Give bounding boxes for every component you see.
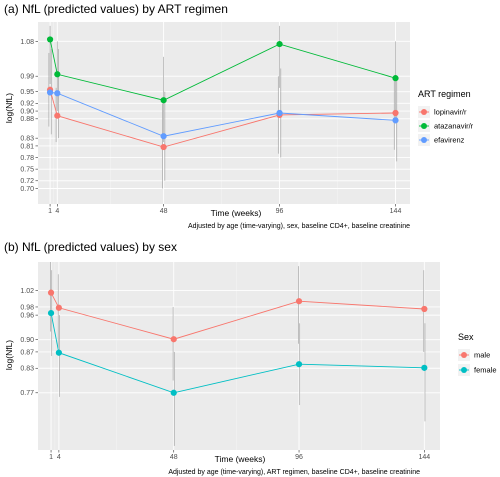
point-female — [170, 389, 177, 396]
y-tick-label: 0.81 — [20, 143, 34, 150]
chart-a-title: (a) NfL (predicted values) by ART regime… — [4, 2, 228, 16]
point-female — [421, 364, 428, 371]
chart-b-gridlines — [38, 262, 440, 450]
point-atazanavir/r — [276, 40, 283, 48]
legend-marker-lopinavir/r — [421, 109, 427, 115]
legend-marker-male — [461, 352, 467, 358]
chart-b-legend-title: Sex — [458, 332, 474, 342]
chart-b-y-ticks: 0.77 0.83 0.87 0.90 0.96 0.98 1.02 — [20, 288, 38, 397]
point-male — [421, 305, 428, 313]
y-tick-label: 0.83 — [20, 136, 34, 143]
chart-a-x-axis-label: Time (weeks) — [211, 208, 262, 218]
point-male — [55, 304, 62, 311]
legend-marker-female — [461, 367, 467, 373]
x-tick-label: 96 — [276, 208, 284, 215]
y-tick-label: 0.92 — [20, 101, 34, 108]
y-tick-label: 0.83 — [20, 366, 34, 373]
legend-marker-efavirenz — [421, 137, 427, 143]
point-atazanavir/r — [54, 71, 61, 78]
x-tick-label: 144 — [390, 208, 402, 215]
chart-b-legend: Sex male female — [458, 332, 497, 376]
x-tick-label: 4 — [55, 208, 59, 215]
y-tick-label: 0.95 — [20, 89, 34, 96]
point-lopinavir/r — [392, 109, 399, 117]
chart-a-caption: Adjusted by age (time-varying), sex, bas… — [188, 223, 410, 230]
point-efavirenz — [54, 90, 61, 97]
x-tick-label: 144 — [418, 454, 430, 461]
y-tick-label: 0.70 — [20, 186, 34, 193]
y-tick-label: 0.90 — [20, 337, 34, 344]
chart-b-x-axis-label: Time (weeks) — [215, 454, 266, 464]
x-tick-label: 1 — [48, 208, 52, 215]
point-efavirenz — [392, 117, 399, 124]
legend-label-efavirenz: efavirenz — [434, 136, 465, 145]
point-female — [47, 309, 55, 317]
x-tick-label: 48 — [170, 454, 178, 461]
point-atazanavir/r — [392, 75, 399, 82]
point-efavirenz — [276, 109, 283, 117]
chart-b-y-axis-label: log(NfL) — [4, 340, 14, 370]
legend-label-male: male — [474, 351, 490, 360]
chart-a-legend-title: ART regimen — [418, 89, 471, 99]
chart-a-points — [46, 36, 399, 151]
legend-marker-atazanavir/r — [421, 123, 427, 129]
y-tick-label: 0.77 — [20, 390, 34, 397]
y-tick-label: 0.87 — [20, 349, 34, 356]
y-tick-label: 1.02 — [20, 288, 34, 295]
chart-a-plot-background — [38, 22, 410, 204]
y-tick-label: 0.88 — [20, 116, 34, 123]
point-lopinavir/r — [54, 112, 61, 119]
point-efavirenz — [46, 89, 54, 96]
chart-a-y-ticks: 0.700.72 0.75 0.78 0.810.83 0.880.900.92 0.95… — [20, 39, 38, 193]
point-male — [295, 298, 303, 305]
y-tick-label: 0.78 — [20, 155, 34, 162]
chart-b-caption: Adjusted by age (time-varying), ART regi… — [168, 469, 420, 476]
chart-a-x-ticks: 1 4 48 96 144 — [48, 204, 401, 215]
chart-b-x-ticks: 1 4 48 96 144 — [49, 450, 430, 461]
point-atazanavir/r — [46, 36, 54, 43]
x-tick-label: 1 — [49, 454, 53, 461]
point-female — [295, 361, 303, 368]
point-efavirenz — [160, 133, 167, 140]
y-tick-label: 0.72 — [20, 178, 34, 185]
legend-label-female: female — [474, 366, 497, 375]
y-tick-label: 0.96 — [20, 313, 34, 320]
chart-a: (a) NfL (predicted values) by ART regime… — [4, 2, 474, 230]
point-lopinavir/r — [160, 143, 167, 151]
point-female — [55, 349, 62, 356]
y-tick-label: 1.08 — [20, 39, 34, 46]
y-tick-label: 0.90 — [20, 108, 34, 115]
point-male — [47, 289, 55, 296]
x-tick-label: 96 — [295, 454, 303, 461]
chart-a-legend: ART regimen lopinavir/r atazanavir/r efavi… — [418, 89, 474, 146]
point-male — [170, 336, 177, 343]
y-tick-label: 0.75 — [20, 167, 34, 174]
point-atazanavir/r — [160, 97, 167, 104]
chart-b-title: (b) NfL (predicted values) by sex — [4, 240, 177, 254]
legend-label-atazanavir/r: atazanavir/r — [434, 122, 474, 131]
x-tick-label: 4 — [57, 454, 61, 461]
chart-b: (b) NfL (predicted values) by sex 0.770.… — [4, 240, 497, 476]
x-tick-label: 48 — [160, 208, 168, 215]
chart-a-y-axis-label: log(NfL) — [4, 93, 14, 123]
y-tick-label: 0.98 — [20, 304, 34, 311]
chart-b-plot-background — [38, 262, 440, 450]
legend-label-lopinavir/r: lopinavir/r — [434, 108, 467, 117]
y-tick-label: 0.99 — [20, 74, 34, 81]
chart-b-points — [47, 289, 428, 396]
